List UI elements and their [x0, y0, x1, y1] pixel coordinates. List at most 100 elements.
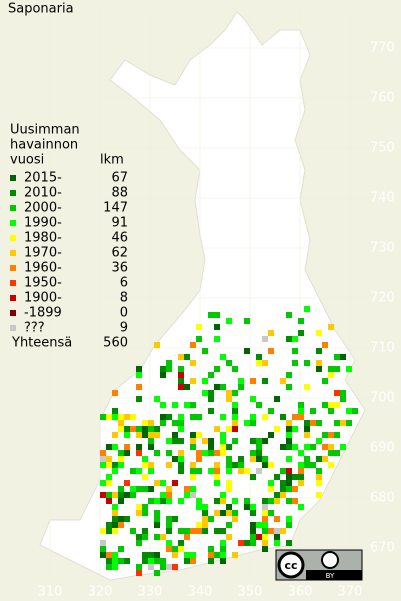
observation: [190, 486, 196, 492]
observation: [166, 564, 172, 570]
legend-count: 9: [120, 321, 128, 336]
legend-swatch: [10, 220, 16, 226]
legend-total: 560: [103, 336, 128, 351]
legend-count: 67: [111, 171, 128, 186]
observation: [124, 432, 130, 438]
legend-count: 62: [111, 246, 128, 261]
observation: [178, 462, 184, 468]
observation: [292, 474, 298, 480]
observation: [226, 456, 232, 462]
observation: [322, 456, 328, 462]
observation: [160, 498, 166, 504]
observation: [208, 552, 214, 558]
observation: [256, 450, 262, 456]
observation: [190, 528, 196, 534]
observation: [226, 486, 232, 492]
observation: [190, 558, 196, 564]
observation: [316, 366, 322, 372]
observation: [292, 498, 298, 504]
observation: [244, 504, 250, 510]
observation: [232, 510, 238, 516]
observation: [220, 444, 226, 450]
observation: [112, 522, 118, 528]
observation: [214, 474, 220, 480]
observation: [118, 516, 124, 522]
observation: [118, 420, 124, 426]
legend-label: 2010-: [24, 186, 62, 201]
observation: [202, 516, 208, 522]
observation: [118, 522, 124, 528]
observation: [190, 360, 196, 366]
observation: [166, 516, 172, 522]
observation: [160, 564, 166, 570]
observation: [118, 486, 124, 492]
observation: [106, 480, 112, 486]
y-tick-label: 670: [370, 541, 395, 556]
observation: [220, 450, 226, 456]
observation: [136, 510, 142, 516]
observation: [268, 498, 274, 504]
observation: [286, 456, 292, 462]
observation: [148, 552, 154, 558]
observation: [154, 450, 160, 456]
observation: [286, 486, 292, 492]
observation: [178, 372, 184, 378]
observation: [190, 378, 196, 384]
observation: [202, 378, 208, 384]
observation: [310, 408, 316, 414]
observation: [106, 474, 112, 480]
observation: [178, 456, 184, 462]
legend-label: 2000-: [24, 201, 62, 216]
observation: [292, 414, 298, 420]
observation: [166, 360, 172, 366]
observation: [148, 468, 154, 474]
observation: [274, 540, 280, 546]
observation: [256, 354, 262, 360]
observation: [190, 552, 196, 558]
observation: [334, 402, 340, 408]
legend-swatch: [10, 250, 16, 256]
observation: [154, 570, 160, 576]
observation: [262, 534, 268, 540]
observation: [154, 552, 160, 558]
observation: [250, 450, 256, 456]
observation: [334, 450, 340, 456]
observation: [286, 438, 292, 444]
observation: [112, 558, 118, 564]
observation: [280, 378, 286, 384]
observation: [214, 324, 220, 330]
observation: [262, 516, 268, 522]
observation: [106, 462, 112, 468]
observation: [340, 444, 346, 450]
observation: [112, 510, 118, 516]
observation: [148, 564, 154, 570]
observation: [124, 444, 130, 450]
observation: [154, 426, 160, 432]
observation: [262, 360, 268, 366]
legend-count: 91: [111, 216, 128, 231]
observation: [130, 414, 136, 420]
observation: [100, 492, 106, 498]
observation: [148, 558, 154, 564]
observation: [100, 540, 106, 546]
observation: [172, 456, 178, 462]
observation: [220, 540, 226, 546]
observation: [262, 456, 268, 462]
observation: [100, 456, 106, 462]
observation: [160, 372, 166, 378]
observation: [142, 528, 148, 534]
observation: [238, 456, 244, 462]
observation: [298, 414, 304, 420]
observation: [136, 384, 142, 390]
observation: [124, 516, 130, 522]
observation: [190, 444, 196, 450]
y-tick-label: 750: [370, 141, 395, 156]
x-tick-label: 310: [38, 585, 63, 600]
observation: [226, 360, 232, 366]
observation: [304, 360, 310, 366]
by-icon: [321, 551, 339, 569]
observation: [166, 462, 172, 468]
observation: [262, 528, 268, 534]
observation: [262, 546, 268, 552]
observation: [184, 528, 190, 534]
